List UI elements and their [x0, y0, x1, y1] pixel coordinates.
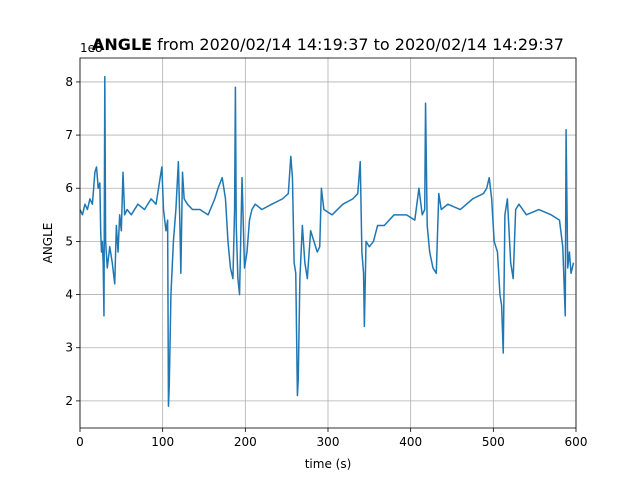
- x-tick-label: 0: [76, 435, 84, 449]
- y-tick-label: 6: [65, 181, 73, 195]
- x-tick-label: 200: [234, 435, 257, 449]
- x-tick-label: 400: [399, 435, 422, 449]
- y-tick-label: 4: [65, 288, 73, 302]
- x-axis-label: time (s): [305, 457, 352, 471]
- offset-label: 1e8: [80, 41, 103, 55]
- y-tick-label: 5: [65, 234, 73, 248]
- title-bold: ANGLE: [92, 35, 152, 54]
- x-tick-label: 300: [317, 435, 340, 449]
- plot-frame: [79, 57, 577, 429]
- x-tick-label: 600: [565, 435, 588, 449]
- y-tick-label: 3: [65, 341, 73, 355]
- chart-title: ANGLE from 2020/02/14 14:19:37 to 2020/02…: [92, 35, 564, 54]
- y-tick-label: 7: [65, 128, 73, 142]
- x-tick-label: 500: [482, 435, 505, 449]
- y-tick-label: 2: [65, 394, 73, 408]
- title-rest: from 2020/02/14 14:19:37 to 2020/02/14 1…: [157, 35, 564, 54]
- data-line: [79, 75, 575, 407]
- y-axis-label: ANGLE: [41, 223, 55, 264]
- x-tick-label: 100: [151, 435, 174, 449]
- y-tick-label: 8: [65, 75, 73, 89]
